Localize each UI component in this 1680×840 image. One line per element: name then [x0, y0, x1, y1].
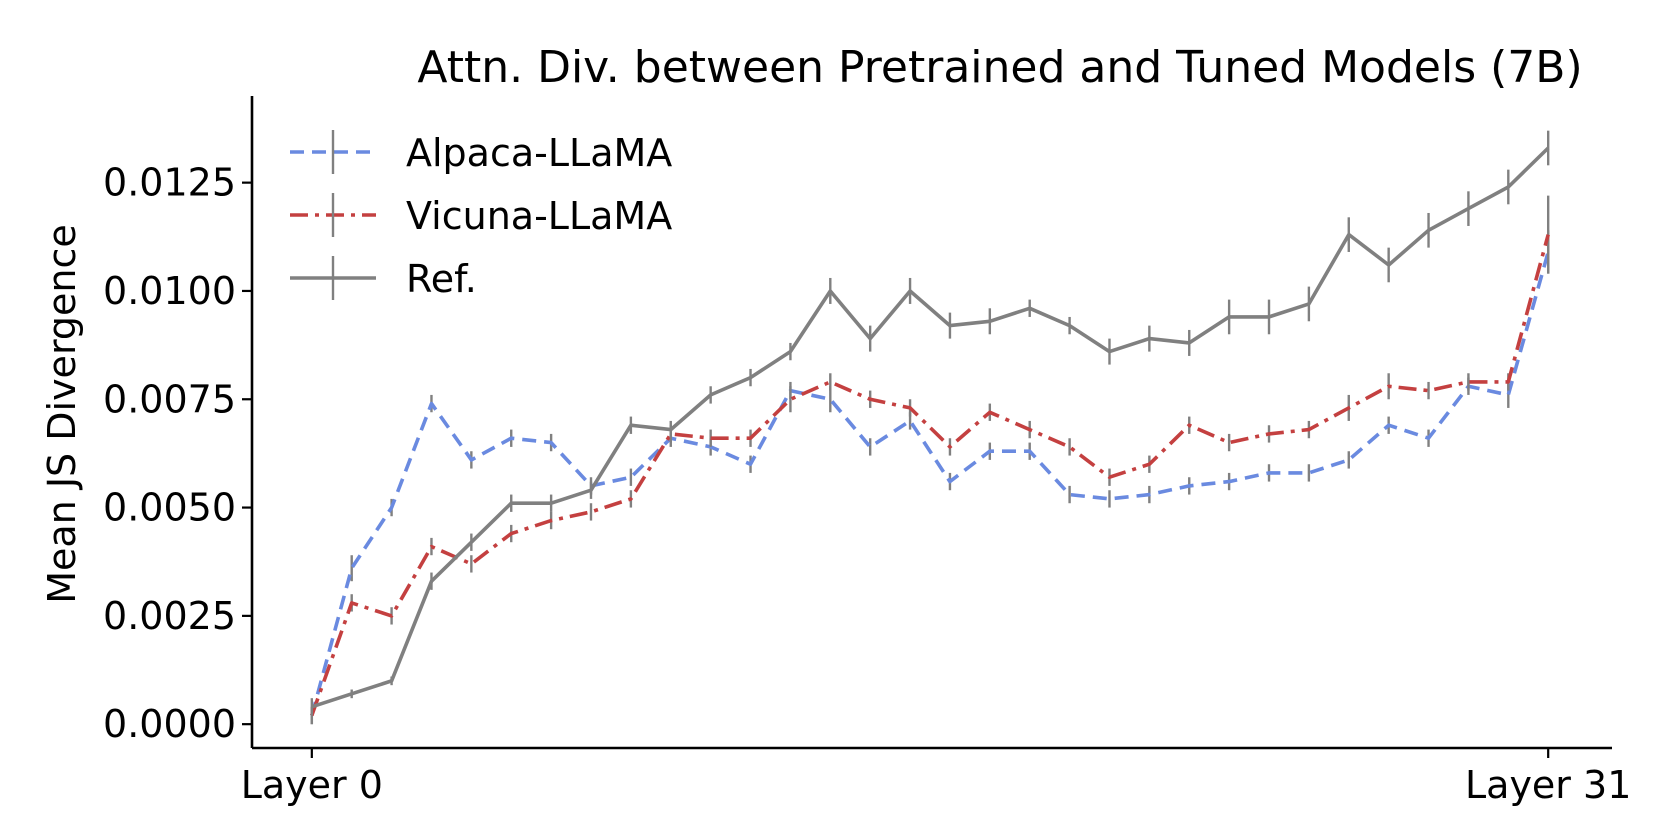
legend-item-vicuna-llama: Vicuna-LLaMA: [290, 193, 672, 238]
y-tick-label-3: 0.0075: [103, 377, 236, 421]
y-tick-label-5: 0.0125: [103, 161, 236, 205]
plot-area: 0.0000 0.0025 0.0050 0.0075 0.0100 0.0125 Laye…: [103, 96, 1631, 807]
legend-item-ref: Ref.: [290, 256, 477, 301]
legend-item-alpaca-llama: Alpaca-LLaMA: [290, 130, 672, 175]
series-line-ref: [311, 146, 1550, 709]
legend-label-ref: Ref.: [406, 257, 477, 301]
y-tick-label-4: 0.0100: [103, 269, 236, 313]
y-tick-label-0: 0.0000: [103, 702, 236, 746]
series-ref: [310, 130, 1550, 716]
y-tick-label-1: 0.0025: [103, 594, 236, 638]
series-alpaca-llama: [310, 230, 1550, 725]
x-tick-label-0: Layer 0: [241, 763, 383, 807]
series-line-vicuna-llama: [310, 234, 1550, 717]
legend-label-vicuna-llama: Vicuna-LLaMA: [406, 194, 672, 238]
series-line-alpaca-llama: [310, 251, 1550, 716]
series-vicuna-llama: [310, 195, 1550, 725]
y-tick-label-2: 0.0050: [103, 486, 236, 530]
legend-label-alpaca-llama: Alpaca-LLaMA: [406, 131, 672, 175]
y-axis-label: Mean JS Divergence: [40, 224, 84, 604]
legend: Alpaca-LLaMA Vicuna-LLaMA Ref.: [290, 130, 672, 301]
x-tick-label-1: Layer 31: [1465, 763, 1631, 807]
chart-title: Attn. Div. between Pretrained and Tuned …: [417, 42, 1582, 93]
